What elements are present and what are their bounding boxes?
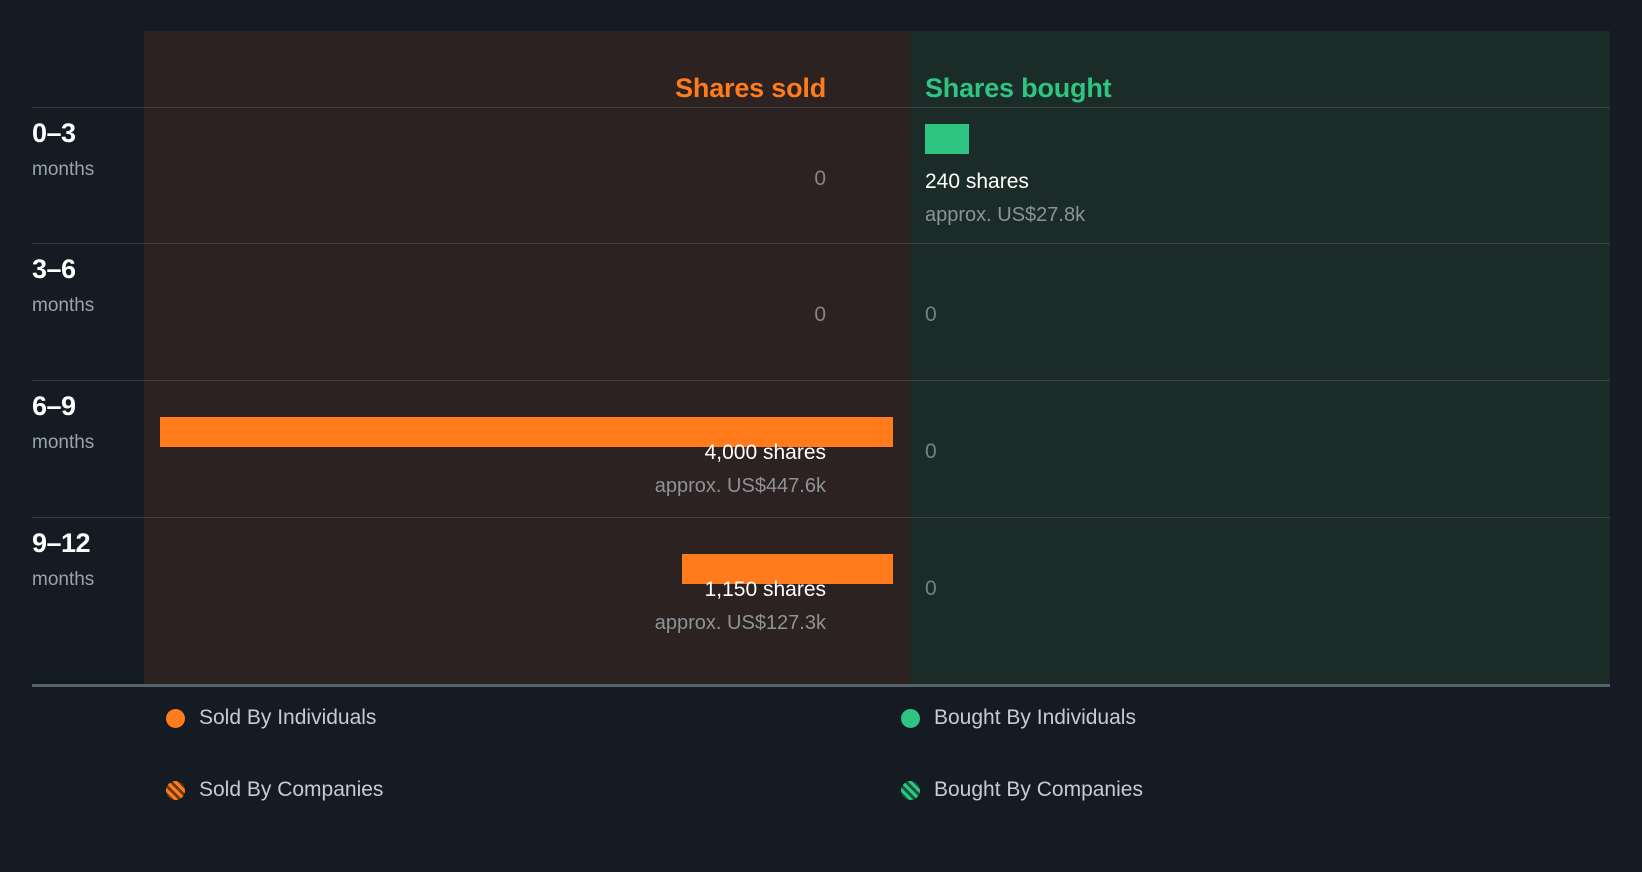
sold-approx-value: approx. US$127.3k [654, 612, 826, 634]
row-label-0-3-months: 0–3 months [32, 118, 137, 183]
table-row: 3–6 months 0 0 [0, 243, 1642, 380]
orange-dot-icon [166, 708, 185, 728]
row-divider-1 [32, 243, 1610, 244]
row-label-3-6-months: 3–6 months [32, 254, 137, 319]
sold-value-block: 1,150 shares approx. US$127.3k [655, 577, 826, 636]
table-row: 9–12 months 1,150 shares approx. US$127.… [0, 517, 1642, 684]
legend-item-sold-by-individuals[interactable]: Sold By Individuals [166, 706, 376, 730]
sold-value-zero: 0 [814, 167, 826, 190]
green-dot-icon [901, 708, 920, 728]
row-label-6-9-months: 6–9 months [32, 391, 137, 456]
legend-label: Bought By Companies [934, 778, 1143, 801]
orange-hatched-dot-icon [166, 780, 185, 800]
row-divider-header [32, 107, 1610, 108]
sold-bar[interactable] [682, 554, 893, 584]
table-row: 6–9 months 4,000 shares approx. US$447.6… [0, 380, 1642, 517]
table-row: 0–3 months 0 240 shares approx. US$27.8k [0, 107, 1642, 243]
sold-approx-value: approx. US$447.6k [654, 475, 826, 497]
legend-label: Bought By Individuals [934, 706, 1136, 729]
bought-value-zero: 0 [925, 440, 937, 463]
sold-shares-value: 1,150 shares [704, 578, 826, 601]
legend-item-bought-by-companies[interactable]: Bought By Companies [901, 778, 1143, 802]
legend-label: Sold By Individuals [199, 706, 377, 729]
row-label-9-12-months: 9–12 months [32, 528, 137, 593]
sold-bar[interactable] [160, 417, 893, 447]
row-unit: months [32, 295, 95, 316]
row-period: 9–12 [32, 528, 91, 558]
row-unit: months [32, 159, 95, 180]
shares-bought-header: Shares bought [925, 73, 1112, 103]
chart-header: Shares sold Shares bought [0, 31, 1642, 107]
row-unit: months [32, 432, 95, 453]
shares-sold-header: Shares sold [675, 73, 826, 103]
sold-value-block: 4,000 shares approx. US$447.6k [655, 440, 826, 499]
bought-value-zero: 0 [925, 577, 937, 600]
row-divider-2 [32, 380, 1610, 381]
green-hatched-dot-icon [901, 780, 920, 800]
bought-approx-value: approx. US$27.8k [925, 204, 1086, 226]
chart-baseline-axis [32, 684, 1610, 687]
row-period: 0–3 [32, 118, 76, 148]
row-period: 3–6 [32, 254, 76, 284]
bought-value-block: 240 shares approx. US$27.8k [925, 169, 1085, 228]
bought-shares-value: 240 shares [925, 170, 1029, 193]
legend-item-sold-by-companies[interactable]: Sold By Companies [166, 778, 383, 802]
sold-value-zero: 0 [814, 303, 826, 326]
shares-bought-column-band [910, 31, 1610, 686]
sold-shares-value: 4,000 shares [704, 441, 826, 464]
legend-item-bought-by-individuals[interactable]: Bought By Individuals [901, 706, 1136, 730]
legend-label: Sold By Companies [199, 778, 384, 801]
row-divider-3 [32, 517, 1610, 518]
bought-value-zero: 0 [925, 303, 937, 326]
row-unit: months [32, 569, 95, 590]
bought-bar[interactable] [925, 124, 969, 154]
chart-legend: Sold By Individuals Sold By Companies Bo… [0, 686, 1642, 872]
row-period: 6–9 [32, 391, 76, 421]
